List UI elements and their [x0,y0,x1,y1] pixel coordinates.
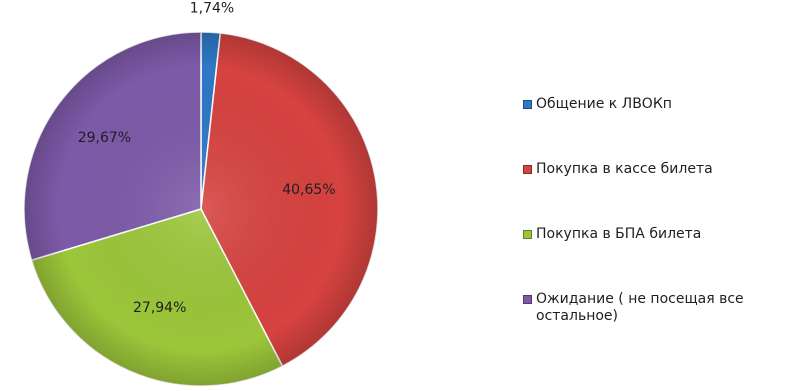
data-label-2: 27,94% [133,300,186,316]
legend-label-0: Общение к ЛВОКп [536,96,672,112]
data-label-1: 40,65% [282,182,335,198]
legend-swatch-3 [523,295,532,304]
legend: Общение к ЛВОКп Покупка в кассе билета П… [520,96,788,373]
legend-item-2: Покупка в БПА билета [520,226,788,243]
legend-label-3: Ожидание ( не посещая все остальное) [536,291,744,324]
legend-item-1: Покупка в кассе билета [520,161,788,178]
legend-swatch-2 [523,230,532,239]
legend-item-0: Общение к ЛВОКп [520,96,788,113]
legend-item-3: Ожидание ( не посещая все остальное) [520,291,788,325]
data-label-3: 29,67% [78,130,131,146]
legend-label-2: Покупка в БПА билета [536,226,702,242]
legend-swatch-0 [523,100,532,109]
data-label-0: 1,74% [190,1,234,17]
legend-label-1: Покупка в кассе билета [536,161,713,177]
pie-data-labels: 1,74% 40,65% 27,94% 29,67% [78,1,336,316]
legend-swatch-1 [523,165,532,174]
pie-slices [23,31,379,387]
